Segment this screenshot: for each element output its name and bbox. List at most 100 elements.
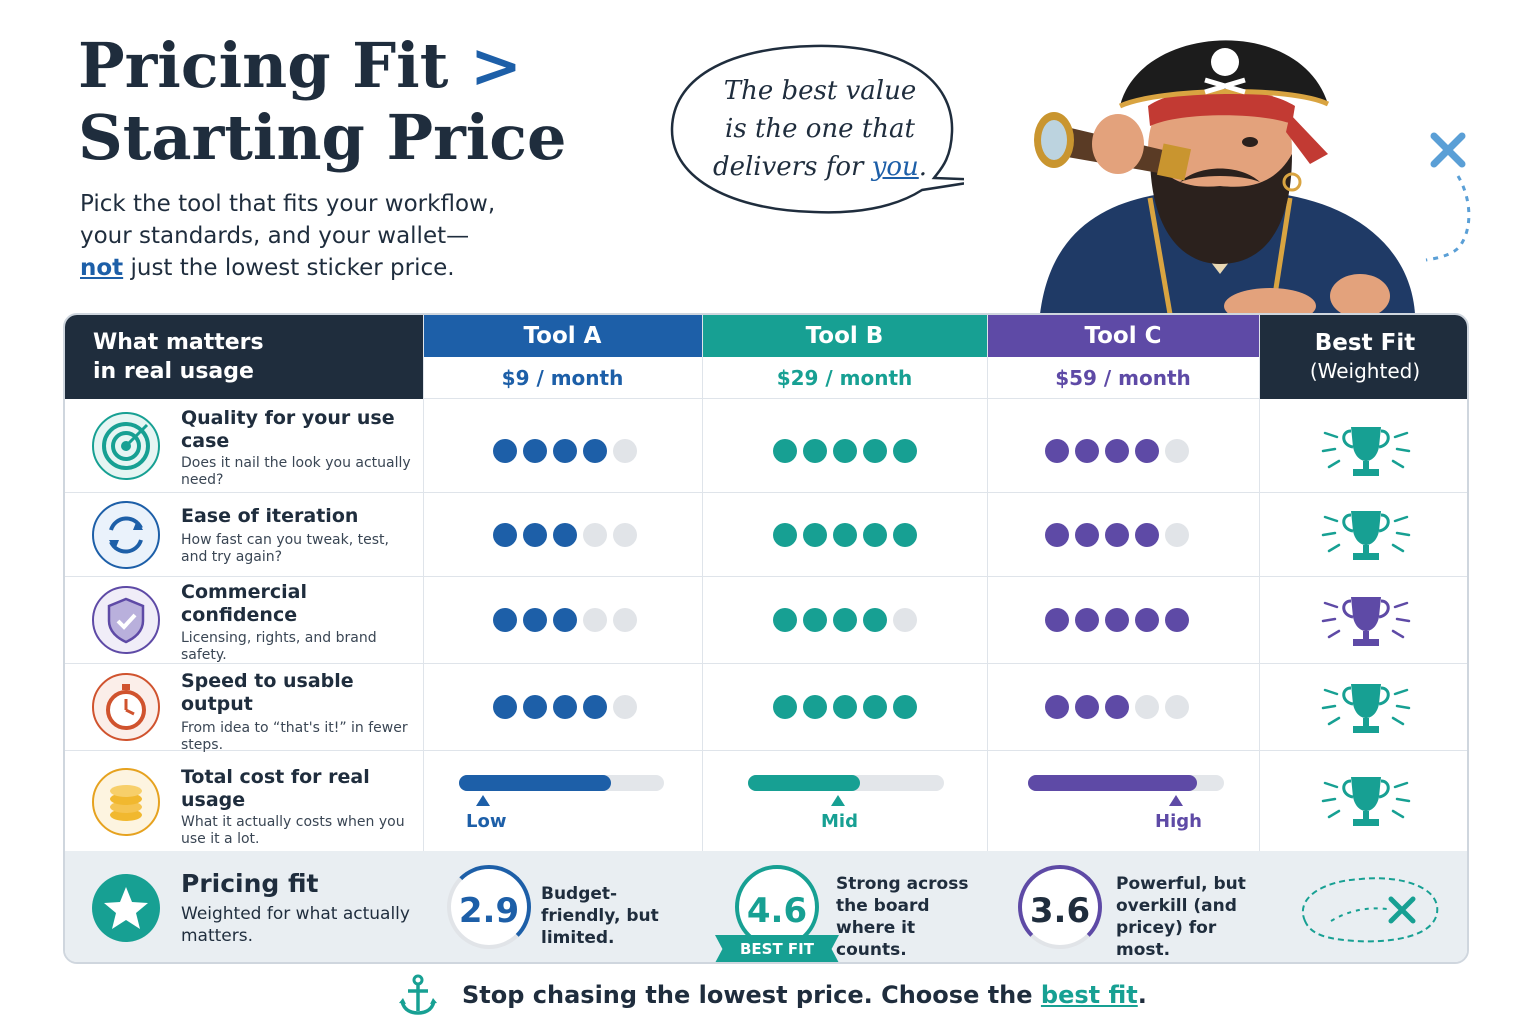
trophy-icon: [1321, 427, 1411, 476]
rating-dots: [1045, 439, 1189, 463]
rating-dot-filled: [1135, 523, 1159, 547]
rating-dots: [1045, 608, 1189, 632]
rating-dots: [1045, 695, 1189, 719]
pricing-fit-title: Pricing fit: [181, 869, 319, 898]
cost-level-label: High: [1155, 811, 1202, 832]
score-circle-a: 2.9: [447, 865, 531, 949]
rating-dot-filled: [803, 523, 827, 547]
rating-dot-filled: [493, 523, 517, 547]
refresh-icon: [92, 501, 160, 569]
star-icon: [92, 874, 160, 942]
pricing-fit-row: Pricing fit Weighted for what actually m…: [65, 851, 1467, 962]
tool-b-header: Tool B: [702, 315, 987, 357]
footer: Stop chasing the lowest price. Choose th…: [396, 972, 1147, 1018]
rating-dot-filled: [1045, 439, 1069, 463]
subtitle: Pick the tool that fits your workflow, y…: [80, 191, 496, 281]
footer-emphasis: best fit: [1040, 981, 1138, 1009]
rating-dot-filled: [493, 695, 517, 719]
cost-bar-a: [459, 775, 664, 791]
trophy-icon: [1321, 777, 1411, 826]
cost-bar-b: [748, 775, 944, 791]
rating-dots: [773, 695, 917, 719]
trophy-icon: [1321, 511, 1411, 560]
best-fit-header: Best Fit (Weighted): [1259, 315, 1467, 399]
rating-dot-filled: [803, 695, 827, 719]
page-title: Pricing Fit > Starting Price: [78, 29, 567, 174]
rating-dot-filled: [1045, 695, 1069, 719]
stopwatch-icon: [92, 673, 160, 741]
rating-dot-filled: [1105, 608, 1129, 632]
table-row: Commercial confidence Licensing, rights,…: [65, 577, 1467, 664]
comparison-table: What matters in real usage Tool A Tool B…: [63, 313, 1469, 964]
rating-dots: [1045, 523, 1189, 547]
pricing-fit-desc: Weighted for what actually matters.: [181, 904, 410, 946]
rating-dot-filled: [863, 439, 887, 463]
rating-dot-filled: [493, 439, 517, 463]
rating-dot-filled: [803, 608, 827, 632]
rating-dot-filled: [523, 523, 547, 547]
rating-dot-filled: [1075, 523, 1099, 547]
rating-dot-empty: [583, 608, 607, 632]
rating-dots: [773, 439, 917, 463]
footer-text: Stop chasing the lowest price. Choose th…: [462, 981, 1147, 1009]
rating-dot-empty: [613, 523, 637, 547]
criterion-desc: How fast can you tweak, test, and try ag…: [181, 532, 389, 565]
criterion-title: Speed to usable output: [181, 670, 354, 715]
rating-dot-empty: [1165, 695, 1189, 719]
rating-dot-filled: [773, 608, 797, 632]
arrow-glyph: >: [469, 29, 522, 102]
rating-dot-filled: [553, 439, 577, 463]
rating-dot-filled: [773, 523, 797, 547]
subtitle-emphasis: not: [80, 255, 124, 281]
rating-dot-empty: [583, 523, 607, 547]
trophy-icon: [1321, 684, 1411, 733]
cost-bar-fill: [1028, 775, 1197, 791]
tool-a-header: Tool A: [423, 315, 702, 357]
rating-dot-empty: [613, 439, 637, 463]
rating-dot-filled: [1105, 523, 1129, 547]
rating-dot-filled: [863, 608, 887, 632]
rating-dot-empty: [1165, 439, 1189, 463]
rating-dot-empty: [1165, 523, 1189, 547]
speech-bubble-text: The best value is the one that delivers …: [712, 76, 928, 182]
rating-dots: [493, 523, 637, 547]
rating-dot-filled: [863, 523, 887, 547]
speech-bubble: [670, 44, 964, 214]
rating-dot-filled: [553, 695, 577, 719]
rating-dot-filled: [773, 439, 797, 463]
rating-dot-filled: [863, 695, 887, 719]
rating-dot-filled: [1135, 439, 1159, 463]
rating-dot-filled: [833, 439, 857, 463]
cost-marker: [476, 795, 490, 806]
criterion-desc: Licensing, rights, and brand safety.: [181, 630, 377, 663]
rating-dot-filled: [1135, 608, 1159, 632]
treasure-x-mark-icon: [1425, 132, 1471, 262]
rating-dot-filled: [1045, 523, 1069, 547]
rating-dot-empty: [613, 608, 637, 632]
rating-dot-filled: [833, 608, 857, 632]
cost-marker: [831, 795, 845, 806]
tool-c-price: $59 / month: [987, 357, 1259, 399]
criteria-header: What matters in real usage: [65, 315, 423, 399]
shield-icon: [92, 586, 160, 654]
rating-dot-empty: [1135, 695, 1159, 719]
score-desc: Budget-friendly, but limited.: [541, 884, 659, 948]
criterion-title: Ease of iteration: [181, 505, 359, 527]
cost-level-label: Mid: [821, 811, 858, 832]
rating-dots: [493, 608, 637, 632]
criterion-desc: From idea to “that's it!” in fewer steps…: [181, 720, 408, 753]
target-icon: [92, 412, 160, 480]
rating-dots: [773, 608, 917, 632]
cost-marker: [1169, 795, 1183, 806]
cost-bar-fill: [459, 775, 611, 791]
rating-dot-filled: [493, 608, 517, 632]
tool-c-header: Tool C: [987, 315, 1259, 357]
rating-dots: [493, 695, 637, 719]
rating-dot-filled: [773, 695, 797, 719]
rating-dot-filled: [1075, 439, 1099, 463]
score-desc: Strong across the board where it counts.: [836, 874, 969, 960]
rating-dot-filled: [893, 439, 917, 463]
rating-dot-filled: [1165, 608, 1189, 632]
rating-dot-filled: [523, 439, 547, 463]
rating-dot-filled: [893, 523, 917, 547]
